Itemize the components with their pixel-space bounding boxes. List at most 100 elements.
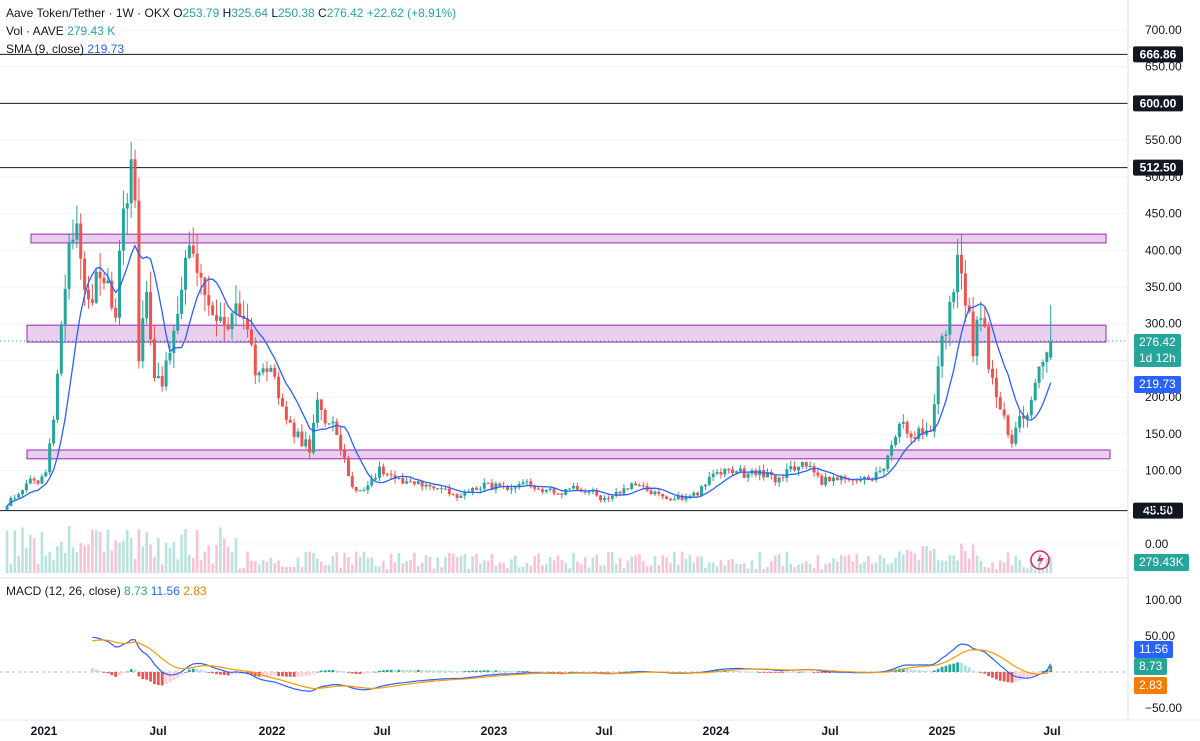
candle-body — [13, 497, 17, 499]
candle-body — [17, 494, 21, 498]
sma-legend: SMA (9, close) 219.73 — [6, 42, 124, 57]
macd-hist-bar — [455, 671, 459, 672]
macd-hist-bar — [156, 672, 160, 685]
macd-hist-bar — [471, 670, 474, 672]
candle-body — [180, 289, 184, 314]
macd-hist-bar — [766, 672, 769, 673]
candle-body — [785, 469, 789, 479]
macd-hist-bar — [110, 672, 114, 676]
candle-body — [416, 481, 420, 484]
candle-body — [533, 485, 537, 489]
candle-body — [176, 313, 180, 331]
volume-bar — [824, 563, 827, 573]
candle-body — [789, 466, 793, 470]
candle-body — [83, 258, 87, 290]
candle-body — [447, 488, 451, 495]
macd-hist-bar — [979, 672, 983, 673]
volume-bars — [5, 526, 1053, 573]
macd-hist-bar — [762, 672, 765, 673]
macd-hist-bar — [517, 671, 521, 672]
candle-body — [354, 486, 358, 491]
candle-body — [727, 468, 731, 470]
macd-hist-bar — [812, 672, 816, 673]
candle-body — [956, 254, 960, 293]
macd-hist-bar — [420, 670, 424, 672]
macd-legend: MACD (12, 26, close) 8.73 11.56 2.83 — [6, 584, 207, 599]
candle-body — [707, 477, 711, 485]
time-tick-label: 2021 — [31, 724, 58, 738]
candle-body — [661, 493, 665, 497]
time-tick-label: 2022 — [259, 724, 286, 738]
macd-hist-bar — [789, 672, 793, 673]
candle-body — [921, 428, 925, 435]
candle-body — [412, 481, 416, 484]
macd-hist-bar — [393, 669, 397, 672]
volume-bar — [141, 546, 145, 573]
volume-bar — [510, 559, 513, 573]
macd-hist-bar — [544, 671, 548, 673]
candle-body — [172, 330, 176, 353]
volume-bar — [83, 545, 86, 573]
volume-bar — [1041, 568, 1045, 573]
macd-hist-bar — [579, 671, 583, 673]
volume-bar — [304, 552, 308, 573]
candle-body — [79, 223, 83, 259]
macd-hist-bar — [265, 672, 269, 677]
price-tick-label: 400.00 — [1145, 243, 1182, 257]
candle-body — [952, 292, 956, 302]
candle-body — [63, 288, 67, 325]
candle-body — [296, 431, 300, 437]
volume-bar — [149, 544, 152, 573]
price-tick-label: 50.00 — [1145, 500, 1175, 514]
macd-hist-bar — [1026, 672, 1029, 678]
volume-bar — [836, 561, 839, 573]
volume-bar — [882, 558, 886, 573]
candle-body — [129, 159, 133, 204]
candle-body — [734, 471, 738, 473]
volume-bar — [905, 549, 909, 573]
macd-hist-bar — [773, 672, 777, 673]
volume-bar — [630, 556, 633, 573]
volume-bar — [517, 567, 521, 573]
macd-pane — [0, 577, 1128, 693]
volume-bar — [599, 565, 602, 573]
macd-hist-bar — [537, 671, 540, 673]
volume-bar — [770, 561, 773, 573]
candle-body — [637, 485, 641, 487]
candle-body — [521, 482, 525, 485]
volume-bar — [230, 552, 234, 573]
candle-body — [323, 410, 327, 424]
volume-bar — [723, 565, 727, 573]
volume-bar — [762, 568, 765, 573]
volume-bar — [296, 557, 300, 573]
volume-bar — [545, 563, 548, 573]
volume-bar — [91, 529, 94, 573]
candle-body — [855, 480, 859, 482]
alert-bolt-icon — [1037, 553, 1044, 567]
volume-bar — [579, 564, 583, 573]
volume-bar — [742, 563, 746, 573]
candle-body — [498, 483, 502, 487]
candle-body — [106, 280, 110, 284]
macd-hist-bar — [463, 671, 467, 672]
candle-body — [474, 487, 478, 490]
candle-body — [494, 483, 498, 490]
volume-bar — [525, 562, 529, 573]
symbol-title: Aave Token/Tether · 1W · OKX — [6, 6, 170, 20]
candle-body — [793, 466, 797, 471]
macd-tick-label: 50.00 — [1145, 629, 1175, 643]
candle-body — [556, 493, 560, 495]
volume-bar — [327, 564, 331, 573]
volume-bar — [614, 563, 618, 573]
volume-bar — [746, 568, 750, 573]
volume-bar — [995, 569, 998, 573]
volume-bar — [137, 529, 141, 573]
macd-hist-bar — [929, 671, 932, 673]
alert-icon — [1030, 550, 1050, 570]
volume-bar — [801, 563, 804, 573]
macd-hist-bar — [207, 672, 211, 673]
level-badge — [1133, 159, 1183, 176]
volume-bar — [67, 526, 71, 573]
volume-bar — [653, 556, 657, 573]
